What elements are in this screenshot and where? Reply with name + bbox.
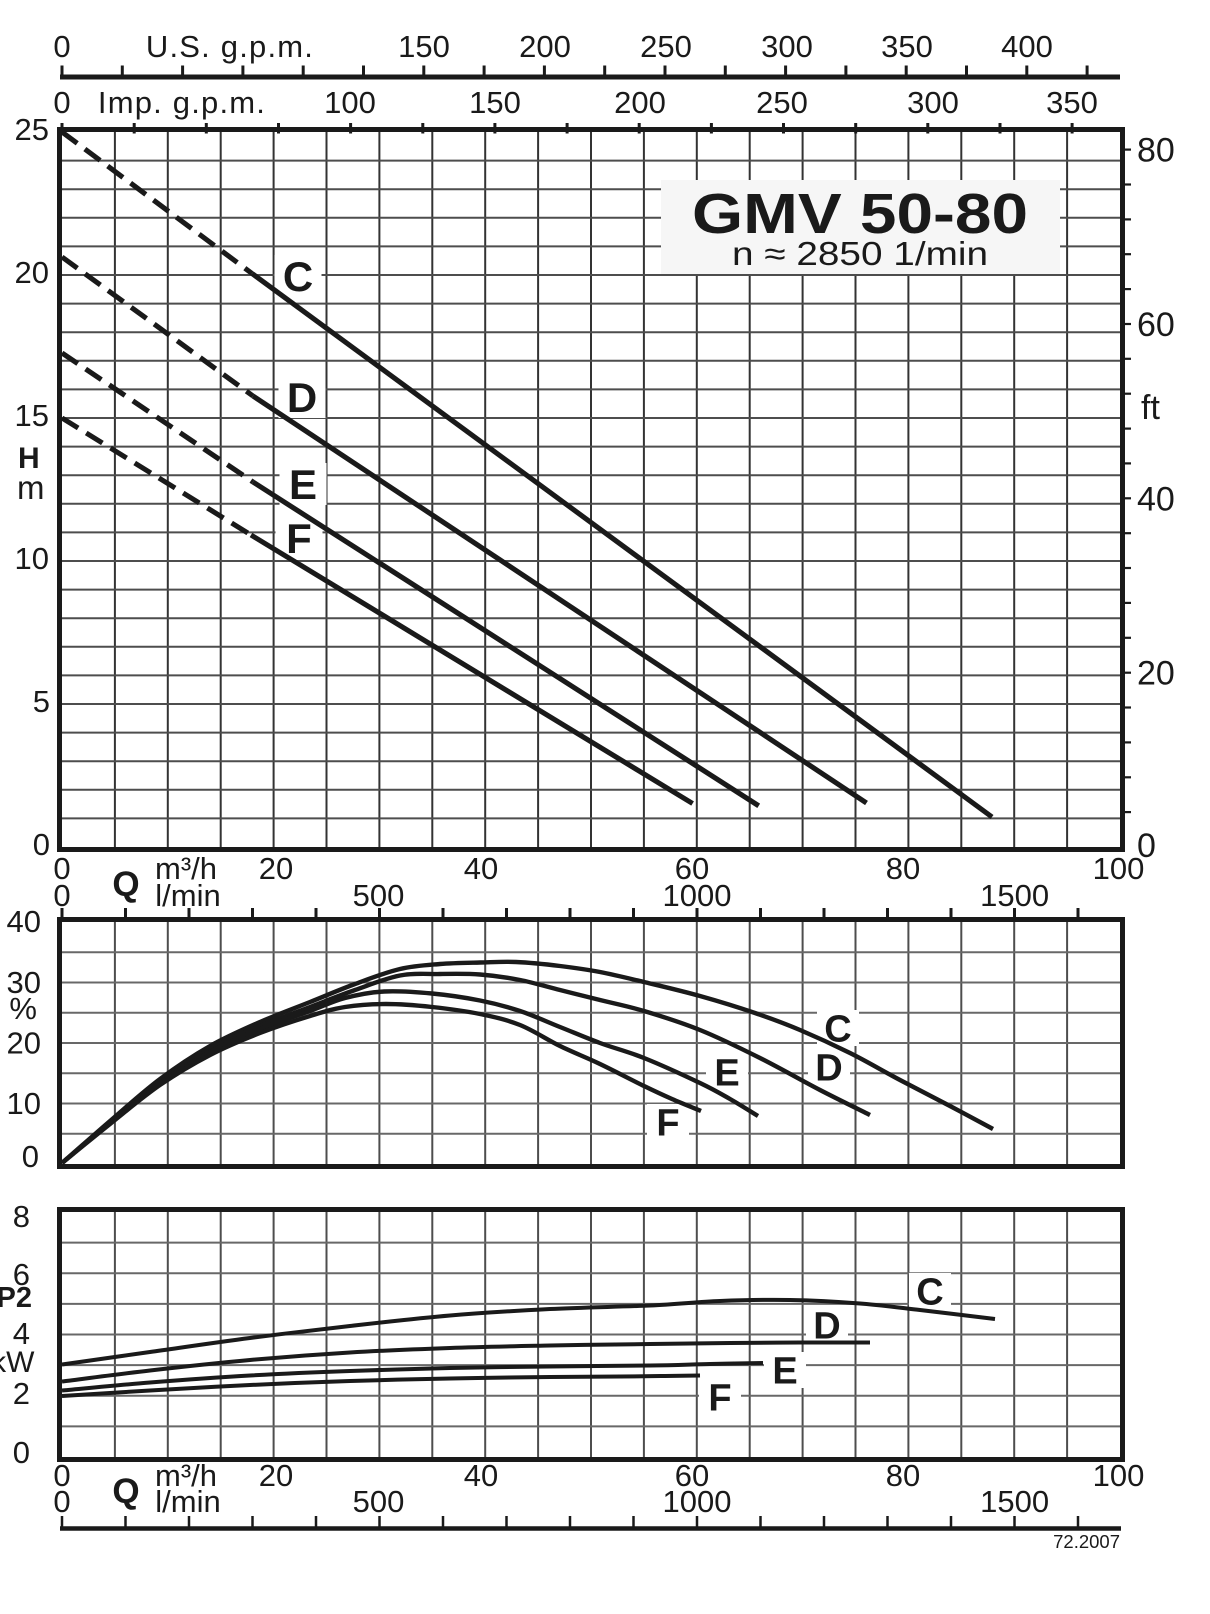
svg-text:Q: Q <box>112 1472 139 1511</box>
svg-text:Q: Q <box>112 865 139 904</box>
svg-text:GMV 50-80: GMV 50-80 <box>692 182 1028 246</box>
svg-text:500: 500 <box>353 1484 405 1519</box>
svg-text:150: 150 <box>398 29 450 64</box>
svg-text:80: 80 <box>1137 132 1175 170</box>
svg-text:1500: 1500 <box>980 878 1049 913</box>
svg-text:200: 200 <box>614 85 666 120</box>
svg-text:350: 350 <box>881 29 933 64</box>
svg-text:10: 10 <box>7 1086 41 1121</box>
svg-text:C: C <box>916 1272 943 1314</box>
svg-text:40: 40 <box>1137 480 1175 518</box>
svg-text:C: C <box>283 253 313 300</box>
svg-text:n ≈ 2850 1/min: n ≈ 2850 1/min <box>732 235 988 272</box>
svg-text:250: 250 <box>756 85 808 120</box>
svg-text:m: m <box>17 469 45 506</box>
svg-text:0: 0 <box>33 827 50 862</box>
svg-text:40: 40 <box>7 904 41 939</box>
svg-text:20: 20 <box>1137 655 1175 693</box>
svg-text:Imp. g.p.m.: Imp. g.p.m. <box>98 85 266 120</box>
svg-text:60: 60 <box>1137 306 1175 344</box>
svg-text:D: D <box>287 374 317 421</box>
svg-text:400: 400 <box>1001 29 1053 64</box>
svg-text:1000: 1000 <box>663 878 732 913</box>
svg-text:0: 0 <box>1137 827 1156 865</box>
svg-text:6: 6 <box>13 1257 30 1292</box>
svg-text:10: 10 <box>15 541 49 576</box>
svg-text:40: 40 <box>464 851 498 886</box>
svg-text:m³/h: m³/h <box>155 851 217 886</box>
svg-text:250: 250 <box>640 29 692 64</box>
svg-text:D: D <box>815 1048 842 1090</box>
svg-text:D: D <box>813 1306 840 1348</box>
svg-text:350: 350 <box>1046 85 1098 120</box>
svg-text:40: 40 <box>464 1458 498 1493</box>
svg-text:0: 0 <box>53 1458 70 1493</box>
svg-text:100: 100 <box>1093 851 1145 886</box>
svg-text:150: 150 <box>469 85 521 120</box>
svg-text:l/min: l/min <box>155 878 220 913</box>
svg-text:20: 20 <box>15 255 49 290</box>
svg-text:l/min: l/min <box>155 1484 220 1519</box>
svg-text:60: 60 <box>675 1458 709 1493</box>
svg-text:P2: P2 <box>0 1282 32 1314</box>
svg-text:8: 8 <box>13 1199 30 1234</box>
svg-text:100: 100 <box>324 85 376 120</box>
svg-text:4: 4 <box>13 1316 30 1351</box>
svg-text:300: 300 <box>761 29 813 64</box>
svg-text:100: 100 <box>1093 1458 1145 1493</box>
svg-text:0: 0 <box>53 878 70 913</box>
svg-text:%: % <box>9 991 37 1026</box>
svg-text:1000: 1000 <box>663 1484 732 1519</box>
svg-text:U.S. g.p.m.: U.S. g.p.m. <box>146 29 314 64</box>
svg-text:60: 60 <box>675 851 709 886</box>
svg-text:200: 200 <box>519 29 571 64</box>
svg-text:15: 15 <box>15 398 49 433</box>
svg-text:C: C <box>824 1009 851 1051</box>
svg-text:20: 20 <box>7 1026 41 1061</box>
svg-text:5: 5 <box>33 684 50 719</box>
svg-text:F: F <box>708 1378 731 1420</box>
svg-text:0: 0 <box>13 1435 30 1470</box>
svg-text:0: 0 <box>53 1484 70 1519</box>
svg-text:H: H <box>18 442 40 475</box>
svg-text:80: 80 <box>886 1458 920 1493</box>
svg-text:0: 0 <box>53 85 70 120</box>
svg-text:E: E <box>714 1053 739 1095</box>
svg-text:E: E <box>772 1351 797 1393</box>
svg-text:25: 25 <box>15 112 49 147</box>
svg-text:F: F <box>656 1103 679 1145</box>
svg-text:ft: ft <box>1141 389 1160 427</box>
svg-text:E: E <box>289 461 317 508</box>
svg-text:0: 0 <box>53 851 70 886</box>
svg-text:300: 300 <box>907 85 959 120</box>
svg-text:0: 0 <box>53 29 70 64</box>
svg-text:F: F <box>286 515 312 562</box>
svg-text:20: 20 <box>259 851 293 886</box>
svg-text:30: 30 <box>7 965 41 1000</box>
svg-text:1500: 1500 <box>980 1484 1049 1519</box>
svg-text:80: 80 <box>886 851 920 886</box>
svg-text:20: 20 <box>259 1458 293 1493</box>
svg-text:m³/h: m³/h <box>155 1458 217 1493</box>
svg-text:0: 0 <box>22 1139 39 1174</box>
svg-text:kW: kW <box>0 1346 35 1379</box>
svg-text:2: 2 <box>13 1376 30 1411</box>
svg-text:72.2007: 72.2007 <box>1053 1531 1120 1552</box>
svg-text:500: 500 <box>353 878 405 913</box>
